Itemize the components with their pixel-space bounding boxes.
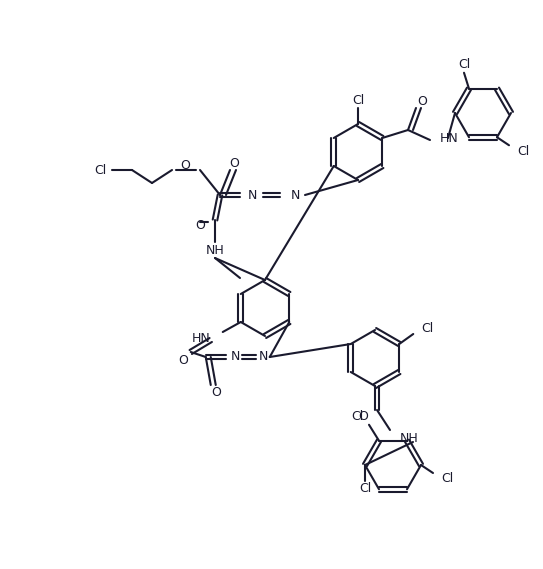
Text: NH: NH — [400, 431, 419, 444]
Text: Cl: Cl — [517, 145, 529, 158]
Text: HN: HN — [192, 332, 211, 344]
Text: O: O — [417, 94, 427, 108]
Text: N: N — [247, 188, 257, 201]
Text: N: N — [291, 188, 300, 201]
Text: O: O — [229, 156, 239, 170]
Text: N: N — [231, 351, 241, 364]
Text: O: O — [211, 386, 220, 399]
Text: N: N — [259, 351, 268, 364]
Text: NH: NH — [206, 244, 224, 257]
Text: Cl: Cl — [441, 472, 453, 485]
Text: O: O — [195, 218, 205, 232]
Text: Cl: Cl — [359, 483, 371, 496]
Text: Cl: Cl — [94, 163, 106, 176]
Text: Cl: Cl — [421, 321, 433, 335]
Text: O: O — [358, 410, 368, 423]
Text: O: O — [180, 159, 190, 171]
Text: O: O — [178, 353, 188, 366]
Text: HN: HN — [440, 131, 459, 145]
Text: Cl: Cl — [352, 410, 364, 423]
Text: Cl: Cl — [458, 58, 470, 71]
Text: Cl: Cl — [352, 93, 364, 106]
